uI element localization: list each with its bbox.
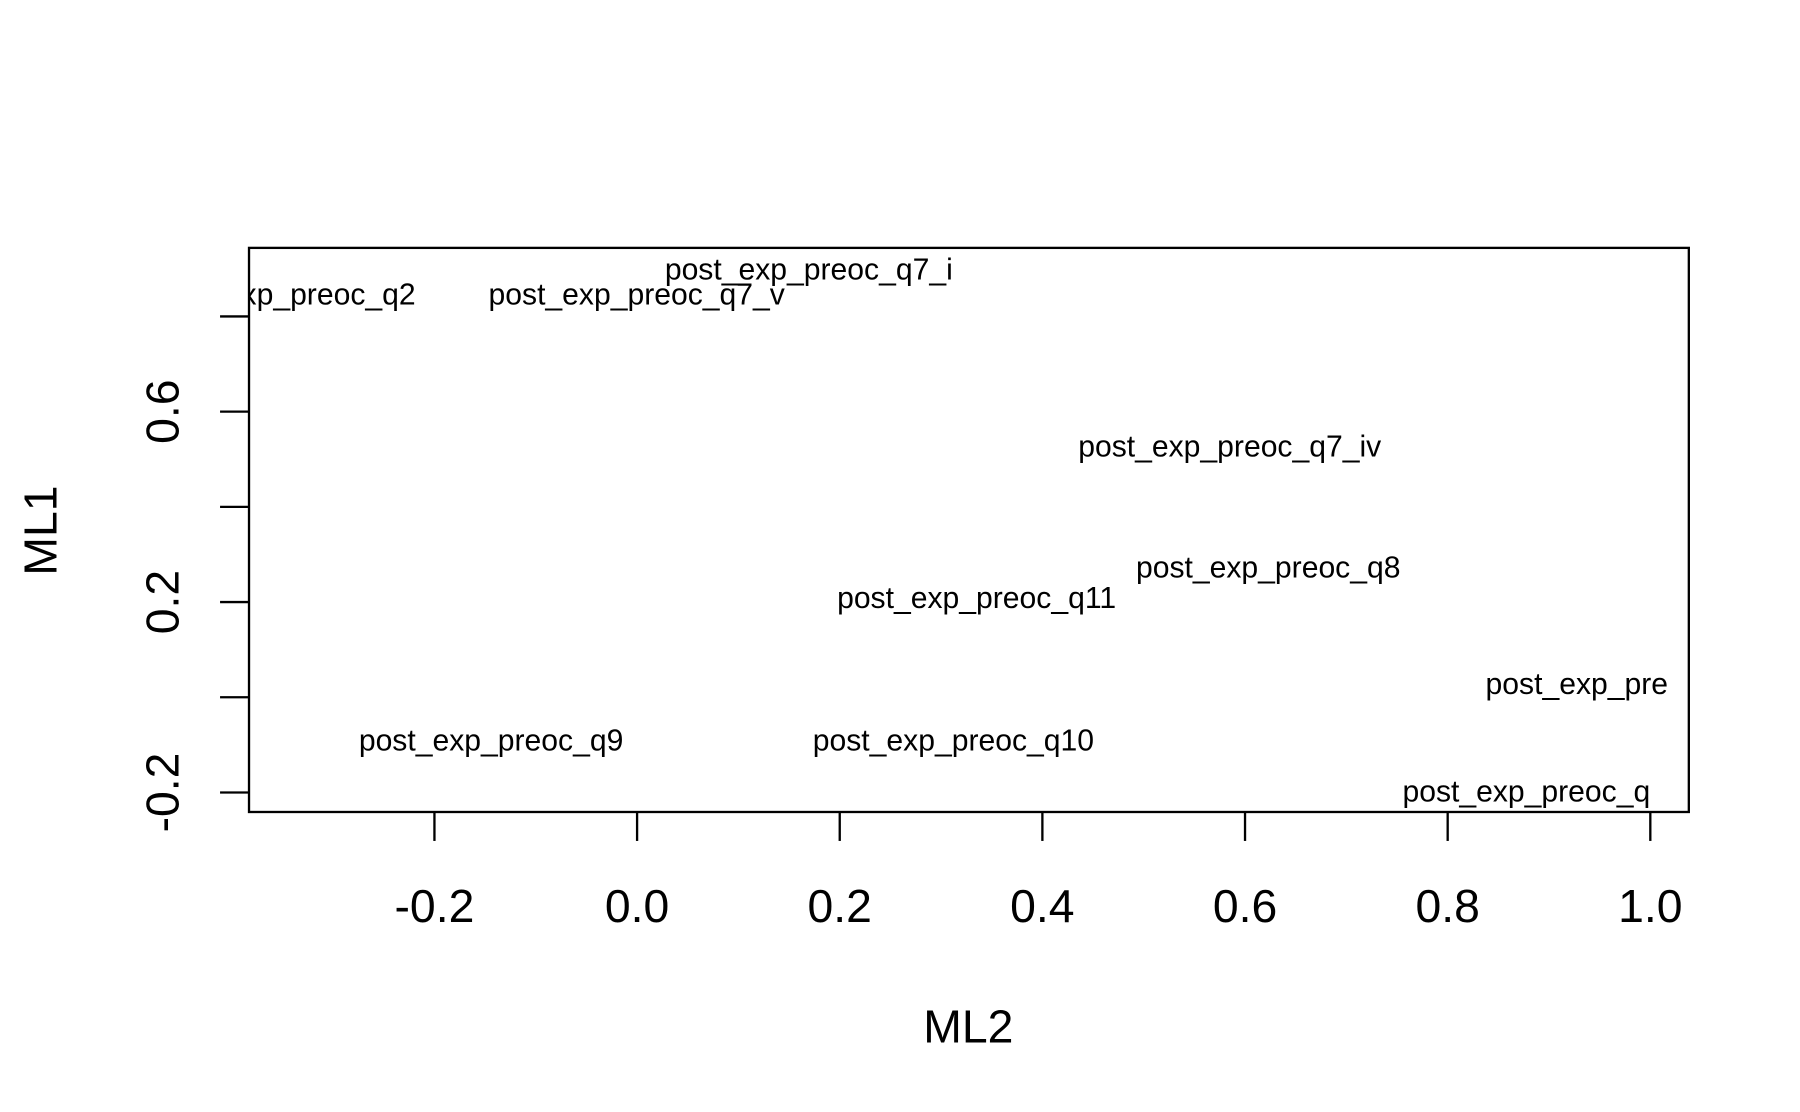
plot-frame	[247, 246, 1690, 814]
x-axis-title: ML2	[923, 1001, 1013, 1053]
point-label: post_exp_pre	[1486, 668, 1668, 701]
x-tick-label: 0.2	[808, 880, 872, 932]
y-tick-label: -0.2	[136, 753, 188, 833]
y-tick-label: 0.6	[136, 379, 188, 443]
x-tick-label: 0.0	[605, 880, 669, 932]
point-label: post_exp_preoc_q2	[151, 278, 416, 311]
point-label: post_exp_preoc_q9	[359, 725, 624, 758]
x-tick-label: 0.8	[1415, 880, 1479, 932]
point-label: post_exp_preoc_q10	[813, 725, 1094, 758]
points: post_exp_preoc_q2 post_exp_preoc_q7_vpost…	[151, 253, 1668, 808]
point-label: post_exp_preoc_q7_v	[489, 278, 785, 311]
x-tick-label: 0.4	[1010, 880, 1074, 932]
x-tick-label: 1.0	[1618, 880, 1682, 932]
point-label: post_exp_preoc_q7_i	[665, 253, 953, 286]
y-tick-label: 0.2	[136, 570, 188, 634]
point-label: post_exp_preoc_q	[1402, 775, 1650, 808]
point-label: post_exp_preoc_q8	[1136, 552, 1401, 585]
x-tick-label: -0.2	[395, 880, 475, 932]
point-label: post_exp_preoc_q7_iv	[1078, 430, 1381, 463]
y-axis-title: ML1	[15, 485, 67, 575]
point-label: post_exp_preoc_q11	[837, 582, 1116, 615]
x-tick-label: 0.6	[1213, 880, 1277, 932]
